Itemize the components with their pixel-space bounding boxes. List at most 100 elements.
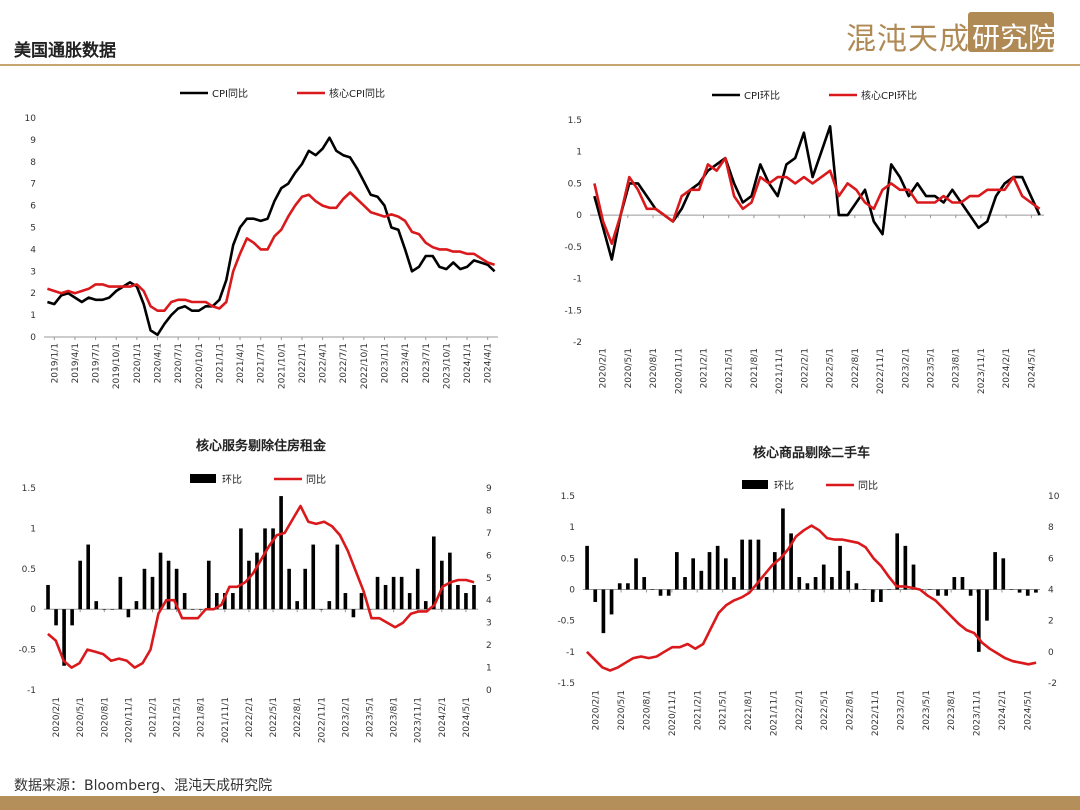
x-tick-label: 2020/2/1 bbox=[52, 697, 62, 737]
y-tick-label: -0.5 bbox=[564, 243, 582, 253]
logo: 混沌天成 研究院 bbox=[846, 10, 1056, 57]
bar bbox=[415, 568, 420, 610]
bar bbox=[854, 583, 859, 590]
bar bbox=[311, 544, 316, 610]
y2-tick-label: 4 bbox=[1048, 586, 1054, 596]
bar bbox=[206, 560, 211, 610]
x-tick-label: 2021/5/1 bbox=[725, 348, 735, 388]
bar bbox=[142, 568, 147, 610]
x-tick-label: 2022/5/1 bbox=[269, 697, 279, 737]
x-tick-label: 2021/4/1 bbox=[236, 343, 246, 383]
bar bbox=[472, 584, 476, 610]
legend-swatch bbox=[742, 480, 768, 489]
series-line bbox=[47, 191, 495, 313]
bar bbox=[683, 577, 687, 590]
x-tick-label: 2021/5/1 bbox=[719, 690, 729, 730]
x-tick-label: 2022/1/1 bbox=[298, 343, 308, 383]
x-tick-label: 2024/2/1 bbox=[1002, 348, 1012, 388]
bar bbox=[838, 545, 842, 590]
bar bbox=[626, 583, 630, 590]
x-tick-label: 2024/2/1 bbox=[438, 697, 448, 737]
y2-tick-label: 7 bbox=[486, 529, 492, 539]
bar bbox=[214, 593, 219, 610]
y2-tick-label: 8 bbox=[1048, 523, 1054, 533]
y-tick-label: 0.5 bbox=[568, 179, 582, 189]
x-tick-label: 2020/2/1 bbox=[592, 690, 602, 730]
y2-tick-label: 1 bbox=[486, 664, 492, 674]
bar bbox=[593, 589, 598, 602]
bar bbox=[699, 570, 704, 590]
x-tick-label: 2022/11/1 bbox=[317, 697, 327, 743]
x-tick-label: 2020/5/1 bbox=[617, 690, 627, 730]
footer-bar bbox=[0, 796, 1080, 810]
y-tick-label: 4 bbox=[30, 245, 36, 255]
bar bbox=[190, 609, 195, 610]
bar bbox=[601, 589, 606, 634]
bar bbox=[391, 576, 396, 610]
x-tick-label: 2020/4/1 bbox=[154, 343, 164, 383]
y2-tick-label: 6 bbox=[486, 551, 492, 561]
y-tick-label: -1 bbox=[27, 686, 36, 696]
bar bbox=[110, 609, 115, 610]
bar bbox=[118, 576, 123, 610]
x-tick-label: 2023/11/1 bbox=[414, 697, 424, 743]
bar bbox=[94, 601, 99, 610]
x-tick-label: 2024/2/1 bbox=[998, 690, 1008, 730]
x-tick-label: 2023/5/1 bbox=[927, 348, 937, 388]
bar bbox=[198, 609, 203, 610]
bar bbox=[846, 570, 851, 590]
bar bbox=[903, 545, 908, 590]
bar bbox=[327, 601, 332, 610]
bar bbox=[448, 552, 452, 610]
bar bbox=[732, 577, 736, 590]
bar bbox=[617, 583, 622, 590]
y-tick-label: 1 bbox=[30, 311, 36, 321]
x-tick-label: 2023/8/1 bbox=[390, 697, 400, 737]
bar bbox=[351, 609, 356, 618]
bar bbox=[102, 609, 107, 610]
y-tick-label: 1 bbox=[569, 523, 575, 533]
x-tick-label: 2022/5/1 bbox=[820, 690, 830, 730]
x-tick-label: 2022/8/1 bbox=[851, 348, 861, 388]
bar bbox=[399, 576, 404, 610]
bar bbox=[134, 601, 139, 610]
y2-tick-label: 9 bbox=[486, 484, 492, 494]
bar bbox=[634, 558, 638, 590]
bar bbox=[1017, 589, 1022, 593]
legend-label: 同比 bbox=[306, 474, 326, 486]
bar bbox=[46, 584, 50, 610]
bar bbox=[54, 609, 58, 626]
y-tick-label: -1 bbox=[566, 648, 575, 658]
bar bbox=[691, 558, 696, 590]
y-tick-label: 8 bbox=[30, 158, 36, 168]
bar bbox=[86, 544, 91, 610]
x-tick-label: 2020/10/1 bbox=[195, 343, 205, 389]
bar bbox=[585, 545, 589, 590]
x-tick-label: 2021/10/1 bbox=[277, 343, 287, 389]
x-tick-label: 2019/10/1 bbox=[112, 343, 122, 389]
y-tick-label: 1 bbox=[30, 524, 36, 534]
x-tick-label: 2022/8/1 bbox=[846, 690, 856, 730]
y-tick-label: 7 bbox=[30, 180, 36, 190]
y-tick-label: -1.5 bbox=[564, 306, 582, 316]
bar bbox=[797, 577, 802, 590]
y-tick-label: 9 bbox=[30, 136, 36, 146]
x-tick-label: 2021/2/1 bbox=[693, 690, 703, 730]
bar bbox=[960, 577, 965, 590]
bar bbox=[407, 593, 412, 610]
bar bbox=[440, 560, 444, 610]
bar bbox=[895, 533, 900, 590]
x-tick-label: 2020/11/1 bbox=[674, 348, 684, 394]
legend-label: 核心CPI环比 bbox=[861, 89, 917, 102]
legend-swatch bbox=[190, 474, 216, 483]
y-tick-label: 5 bbox=[30, 224, 36, 234]
bar bbox=[247, 560, 251, 610]
x-tick-label: 2020/11/1 bbox=[124, 697, 134, 743]
logo-seal: 研究院 bbox=[968, 12, 1056, 54]
series-line bbox=[593, 156, 1041, 245]
y-tick-label: -2 bbox=[573, 338, 582, 348]
bar bbox=[862, 589, 867, 590]
x-tick-label: 2022/2/1 bbox=[245, 697, 255, 737]
bar bbox=[968, 589, 973, 596]
bar bbox=[927, 589, 932, 590]
